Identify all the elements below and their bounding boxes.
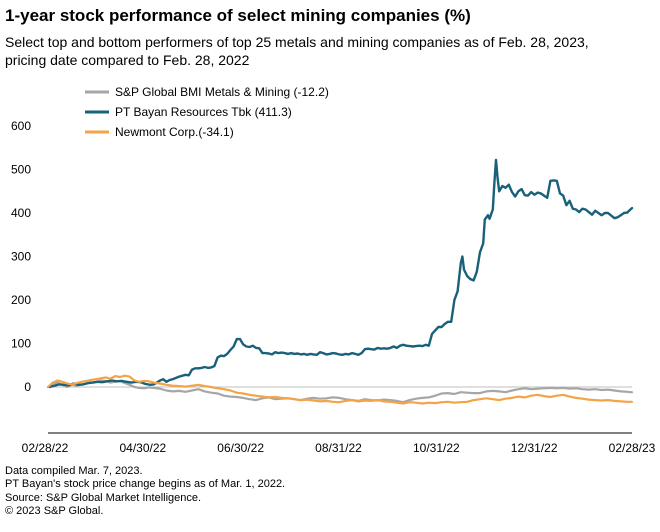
x-tick-label: 06/30/22 (217, 441, 264, 455)
chart-title: 1-year stock performance of select minin… (5, 6, 471, 25)
y-tick-label: 300 (11, 250, 31, 264)
y-tick-label: 600 (11, 119, 31, 133)
note-bayan-start: PT Bayan's stock price change begins as … (5, 478, 286, 491)
legend-entry: Newmont Corp.(-34.1) (115, 125, 234, 139)
y-tick-label: 200 (11, 293, 31, 307)
x-tick-label: 08/31/22 (315, 441, 362, 455)
subtitle-line-1: Select top and bottom performers of top … (5, 34, 589, 50)
legend-entry: PT Bayan Resources Tbk (411.3) (115, 105, 292, 119)
series-line-2 (46, 374, 634, 405)
y-tick-label: 500 (11, 163, 31, 177)
note-copyright: © 2023 S&P Global. (5, 505, 104, 518)
y-tick-label: 100 (11, 337, 31, 351)
x-tick-label: 10/31/22 (413, 441, 460, 455)
chart-subtitle: Select top and bottom performers of top … (5, 33, 657, 69)
legend-entry: S&P Global BMI Metals & Mining (-12.2) (115, 85, 329, 99)
series-line-1 (48, 158, 634, 389)
x-tick-label: 02/28/22 (22, 441, 69, 455)
subtitle-line-2: pricing date compared to Feb. 28, 2022 (5, 52, 250, 68)
series-line-0 (46, 379, 634, 404)
x-tick-label: 02/28/23 (609, 441, 656, 455)
note-source: Source: S&P Global Market Intelligence. (5, 491, 202, 504)
y-tick-label: 0 (24, 380, 31, 394)
chart-notes: Data compiled Mar. 7, 2023. PT Bayan's s… (5, 465, 655, 519)
x-tick-label: 04/30/22 (119, 441, 166, 455)
x-tick-label: 12/31/22 (511, 441, 558, 455)
y-tick-label: 400 (11, 206, 31, 220)
note-data-compiled: Data compiled Mar. 7, 2023. (5, 465, 143, 477)
